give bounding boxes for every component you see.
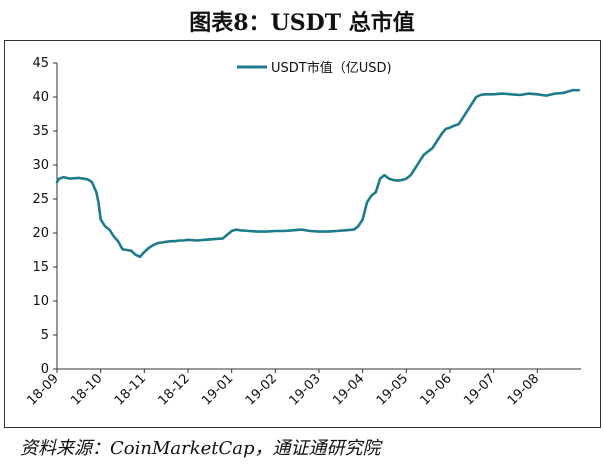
chart-title: 图表8：USDT 总市值 (189, 10, 415, 36)
line-chart: 0 5 10 15 20 25 30 35 40 45 18-09 18-10 18-11 18-12 1… (25, 56, 581, 409)
x-tick-label: 19-03 (287, 371, 324, 408)
y-tick-label: 45 (32, 56, 49, 71)
series-line-usdt-market-cap (55, 88, 581, 259)
x-tick-label: 19-06 (418, 371, 455, 408)
legend-label: USDT市值（亿USD) (271, 60, 392, 76)
x-tick-label: 18-10 (68, 371, 105, 408)
chart-axes (56, 63, 581, 370)
y-tick-label: 25 (32, 192, 49, 207)
y-tick-label: 5 (41, 328, 49, 343)
y-tick-label: 10 (32, 294, 49, 309)
x-tick-label: 18-11 (112, 371, 149, 408)
y-tick-label: 15 (32, 260, 49, 275)
chart-frame: 0 5 10 15 20 25 30 35 40 45 18-09 18-10 18-11 18-12 1… (4, 40, 601, 428)
y-axis-ticks: 0 5 10 15 20 25 30 35 40 45 (32, 56, 57, 377)
x-tick-label: 19-04 (330, 371, 367, 408)
x-tick-label: 19-08 (505, 371, 542, 408)
y-tick-label: 20 (32, 226, 49, 241)
x-tick-label: 19-07 (461, 371, 498, 408)
x-tick-label: 18-12 (156, 371, 193, 408)
series-layer (55, 88, 581, 259)
x-tick-label: 19-05 (374, 371, 411, 408)
x-tick-label: 19-01 (199, 371, 236, 408)
x-tick-label: 19-02 (243, 371, 280, 408)
y-tick-label: 30 (32, 158, 49, 173)
chart-legend: USDT市值（亿USD) (237, 60, 392, 76)
y-tick-label: 40 (32, 90, 49, 105)
y-tick-label: 35 (32, 124, 49, 139)
source-note: 资料来源：CoinMarketCap，通证通研究院 (20, 438, 381, 459)
y-tick-label: 0 (41, 362, 49, 377)
x-axis-ticks: 18-09 18-10 18-11 18-12 19-01 19-02 19-03 19-04… (25, 369, 542, 409)
